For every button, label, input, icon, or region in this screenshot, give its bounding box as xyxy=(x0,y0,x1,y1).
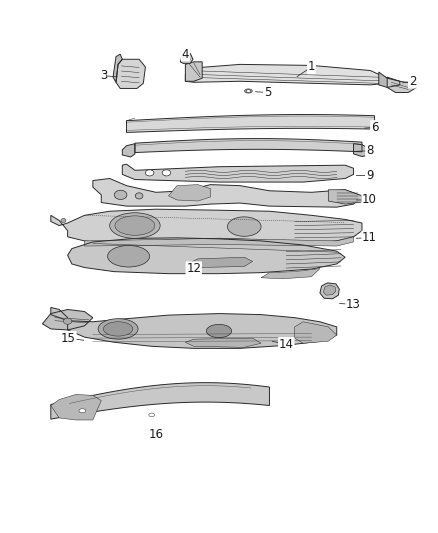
Ellipse shape xyxy=(227,217,261,236)
Text: 1: 1 xyxy=(308,60,315,74)
Polygon shape xyxy=(51,383,269,419)
Polygon shape xyxy=(261,269,320,279)
Polygon shape xyxy=(185,62,202,81)
Polygon shape xyxy=(116,59,145,88)
Polygon shape xyxy=(51,394,101,420)
Polygon shape xyxy=(185,64,387,85)
Text: 15: 15 xyxy=(61,332,76,345)
Polygon shape xyxy=(379,72,400,87)
Ellipse shape xyxy=(162,170,171,176)
Ellipse shape xyxy=(149,413,155,417)
Text: 8: 8 xyxy=(366,144,373,157)
Polygon shape xyxy=(180,53,193,63)
Ellipse shape xyxy=(98,319,138,339)
Polygon shape xyxy=(42,310,93,330)
Polygon shape xyxy=(122,164,353,182)
Ellipse shape xyxy=(115,216,155,235)
Ellipse shape xyxy=(245,89,252,93)
Ellipse shape xyxy=(135,193,143,199)
Text: 14: 14 xyxy=(279,338,294,351)
Text: 6: 6 xyxy=(371,121,378,134)
Ellipse shape xyxy=(61,219,66,222)
Text: 4: 4 xyxy=(182,47,189,61)
Polygon shape xyxy=(328,190,362,204)
Text: 13: 13 xyxy=(346,298,361,311)
Text: 10: 10 xyxy=(362,193,377,206)
Polygon shape xyxy=(320,283,339,298)
Ellipse shape xyxy=(79,409,86,413)
Polygon shape xyxy=(127,115,374,132)
Polygon shape xyxy=(190,257,253,268)
Polygon shape xyxy=(122,144,135,157)
Text: 5: 5 xyxy=(264,86,271,99)
Ellipse shape xyxy=(206,324,232,337)
Polygon shape xyxy=(169,184,211,201)
Text: 11: 11 xyxy=(362,231,377,244)
Polygon shape xyxy=(323,285,336,295)
Text: 12: 12 xyxy=(186,262,201,275)
Polygon shape xyxy=(51,209,362,244)
Text: 3: 3 xyxy=(100,69,107,82)
Polygon shape xyxy=(135,139,362,152)
Ellipse shape xyxy=(108,246,150,267)
Polygon shape xyxy=(93,179,362,207)
Text: 16: 16 xyxy=(148,428,163,441)
Ellipse shape xyxy=(145,170,154,176)
Polygon shape xyxy=(185,338,261,348)
Text: 9: 9 xyxy=(366,169,373,182)
Ellipse shape xyxy=(246,90,251,92)
Polygon shape xyxy=(387,77,417,93)
Polygon shape xyxy=(51,308,337,349)
Ellipse shape xyxy=(103,322,133,336)
Polygon shape xyxy=(67,238,345,273)
Polygon shape xyxy=(85,237,353,246)
Polygon shape xyxy=(113,54,122,82)
Polygon shape xyxy=(295,322,337,343)
Text: 2: 2 xyxy=(409,75,416,88)
Ellipse shape xyxy=(110,213,160,238)
Polygon shape xyxy=(353,144,371,157)
Ellipse shape xyxy=(114,190,127,199)
Ellipse shape xyxy=(64,318,72,324)
